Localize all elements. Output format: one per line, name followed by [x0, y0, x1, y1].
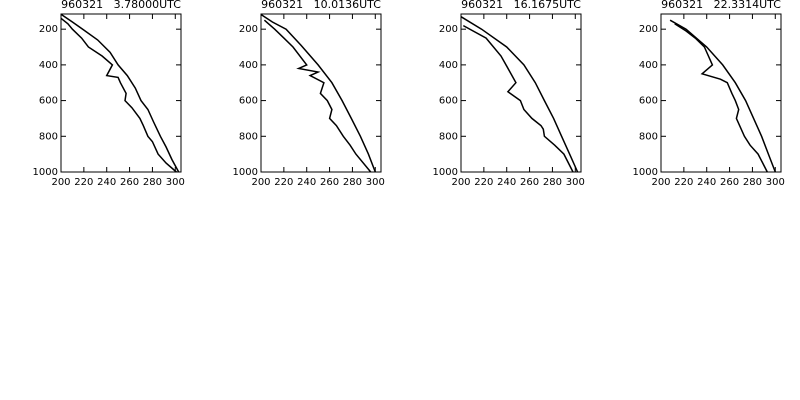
x-tick-label: 240 — [497, 177, 516, 188]
x-tick-label: 260 — [120, 177, 139, 188]
y-tick-label: 400 — [439, 60, 458, 71]
y-tick-label: 200 — [239, 24, 258, 35]
y-tick-label: 600 — [239, 96, 258, 107]
profile-line — [260, 13, 376, 173]
profile-line — [462, 24, 574, 173]
x-tick-label: 220 — [74, 177, 93, 188]
x-tick-label: 300 — [366, 177, 385, 188]
x-tick-label: 200 — [51, 177, 70, 188]
chart-title: 960321 16.1675UTC — [461, 0, 581, 11]
y-tick-label: 1000 — [433, 167, 458, 178]
x-tick-label: 240 — [97, 177, 116, 188]
y-tick-label: 600 — [39, 96, 58, 107]
plot-frame — [260, 13, 382, 173]
y-tick-label: 1000 — [33, 167, 58, 178]
y-tick-label: 800 — [39, 131, 58, 142]
x-tick-label: 260 — [520, 177, 539, 188]
x-tick-label: 200 — [451, 177, 470, 188]
chart-title: 960321 10.0136UTC — [261, 0, 381, 11]
x-tick-label: 300 — [766, 177, 785, 188]
profile-line — [669, 19, 776, 173]
x-tick-label: 240 — [697, 177, 716, 188]
profile-line — [263, 19, 372, 173]
profile-line — [60, 13, 180, 173]
x-tick-label: 220 — [674, 177, 693, 188]
y-tick-label: 200 — [439, 24, 458, 35]
y-tick-label: 400 — [639, 60, 658, 71]
x-tick-label: 280 — [143, 177, 162, 188]
y-tick-label: 200 — [639, 24, 658, 35]
x-tick-label: 300 — [566, 177, 585, 188]
profile-line — [60, 17, 177, 173]
chart-title: 960321 3.78000UTC — [61, 0, 181, 11]
x-tick-label: 300 — [166, 177, 185, 188]
x-tick-label: 240 — [297, 177, 316, 188]
y-tick-label: 800 — [439, 131, 458, 142]
x-tick-label: 200 — [651, 177, 670, 188]
plot-frame — [460, 13, 582, 173]
x-tick-label: 220 — [274, 177, 293, 188]
profile-line — [674, 23, 768, 173]
x-tick-label: 200 — [251, 177, 270, 188]
x-tick-label: 220 — [474, 177, 493, 188]
y-tick-label: 200 — [39, 24, 58, 35]
y-tick-label: 800 — [239, 131, 258, 142]
y-tick-label: 400 — [239, 60, 258, 71]
profile-line — [460, 16, 579, 173]
y-tick-label: 1000 — [233, 167, 258, 178]
x-tick-label: 260 — [320, 177, 339, 188]
x-tick-label: 280 — [343, 177, 362, 188]
plot-frame — [660, 13, 782, 173]
x-tick-label: 280 — [743, 177, 762, 188]
y-tick-label: 800 — [639, 131, 658, 142]
y-tick-label: 400 — [39, 60, 58, 71]
y-tick-label: 1000 — [633, 167, 658, 178]
x-tick-label: 280 — [543, 177, 562, 188]
y-tick-label: 600 — [639, 96, 658, 107]
x-tick-label: 260 — [720, 177, 739, 188]
chart-title: 960321 22.3314UTC — [661, 0, 781, 11]
y-tick-label: 600 — [439, 96, 458, 107]
plot-frame — [60, 13, 182, 173]
